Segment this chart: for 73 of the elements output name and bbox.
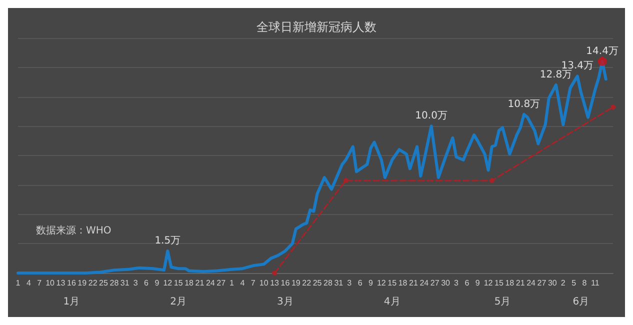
x-tick-label: 27 <box>216 278 226 288</box>
data-label: 12.8万 <box>540 70 572 80</box>
x-tick-label: 25 <box>312 278 322 288</box>
point <box>610 104 616 110</box>
x-tick-label: 22 <box>88 278 98 288</box>
x2-tick-label: 1月 <box>63 296 80 308</box>
x-tick-label: 15 <box>388 278 398 288</box>
x-tick-label: 24 <box>420 278 430 288</box>
x2-tick-label: 4月 <box>384 296 400 308</box>
x-tick-label: 21 <box>516 278 526 288</box>
x-tick-label: 30 <box>441 278 451 288</box>
x-tick-label: 6 <box>464 278 470 288</box>
x-tick-label: 9 <box>368 278 374 288</box>
x-tick-label: 16 <box>66 278 76 288</box>
x-tick-label: 28 <box>110 278 120 288</box>
x2-tick-label: 2月 <box>170 296 187 308</box>
point <box>343 178 348 183</box>
x-tick-label: 10 <box>259 278 269 288</box>
data-label: 1.5万 <box>154 235 181 246</box>
x-tick-label: 11 <box>591 278 600 288</box>
x-tick-label: 9 <box>475 278 480 288</box>
x-tick-label: 3 <box>347 278 352 288</box>
x2-tick-label: 6月 <box>572 296 590 308</box>
data-label: 14.4万 <box>586 46 618 57</box>
x-tick-label: 7 <box>250 278 256 288</box>
x-tick-label: 7 <box>37 278 42 288</box>
x-tick-label: 24 <box>526 278 536 288</box>
data-label: 10.8万 <box>508 98 540 110</box>
x-tick-label: 25 <box>99 278 109 288</box>
x-tick-label: 2 <box>560 278 566 288</box>
x2-tick-label: 3月 <box>277 296 294 308</box>
x-tick-label: 12 <box>484 278 494 288</box>
x-tick-label: 16 <box>280 278 290 288</box>
x-tick-label: 19 <box>291 278 301 288</box>
x-tick-label: 3 <box>454 278 460 288</box>
point <box>489 178 494 183</box>
x-tick-label: 9 <box>154 278 160 288</box>
x-tick-label: 27 <box>430 278 440 288</box>
x-tick-label: 18 <box>398 278 408 288</box>
x-tick-label: 8 <box>582 278 588 288</box>
x-tick-label: 13 <box>56 278 66 288</box>
x-tick-label: 6 <box>144 278 150 288</box>
x-tick-label: 27 <box>537 278 547 288</box>
x2-tick-label: 5月 <box>494 296 511 308</box>
x-tick-label: 18 <box>184 278 194 288</box>
x-tick-label: 22 <box>302 278 312 288</box>
x-tick-label: 1 <box>230 278 235 288</box>
x-tick-label: 15 <box>494 278 504 288</box>
x-tick-label: 13 <box>270 278 280 288</box>
x-tick-label: 28 <box>324 278 333 288</box>
x-tick-label: 30 <box>548 278 558 288</box>
x-tick-label: 1 <box>16 278 21 288</box>
x-tick-label: 4 <box>26 278 32 288</box>
x-tick-label: 19 <box>78 278 88 288</box>
chart-title: 全球日新增新冠病人数 <box>256 20 376 34</box>
x-tick-label: 21 <box>409 278 418 288</box>
point <box>272 270 278 276</box>
x-tick-label: 24 <box>206 278 216 288</box>
x-tick-label: 6 <box>358 278 363 288</box>
x-tick-label: 5 <box>572 278 577 288</box>
x-tick-label: 31 <box>120 278 130 288</box>
x-tick-label: 21 <box>195 278 205 288</box>
annotation: 数据来源：WHO <box>36 224 112 236</box>
x-tick-label: 18 <box>505 278 515 288</box>
point <box>598 57 607 66</box>
x-tick-label: 12 <box>163 278 173 288</box>
x-tick-label: 10 <box>46 278 56 288</box>
x-tick-label: 15 <box>174 278 184 288</box>
x-tick-label: 4 <box>240 278 246 288</box>
data-label: 10.0万 <box>415 110 448 122</box>
x-tick-label: 31 <box>334 278 344 288</box>
x-tick-label: 3 <box>133 278 138 288</box>
x-tick-label: 12 <box>376 278 386 288</box>
